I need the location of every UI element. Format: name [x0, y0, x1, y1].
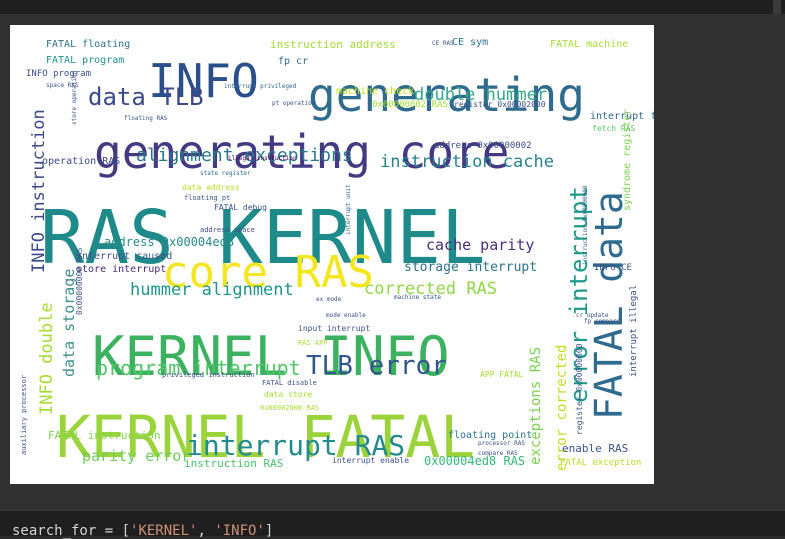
wordcloud-word: RAS APP — [298, 339, 328, 347]
wordcloud-word: 0x00000002 RAS — [372, 100, 448, 110]
wordcloud-word: cache parity — [426, 236, 534, 254]
wordcloud-word: KERNEL FATAL — [56, 403, 475, 471]
wordcloud-word: instruction 0x00000000 — [582, 185, 589, 265]
wordcloud-word: space RAS — [46, 82, 79, 89]
wordcloud-word: storage interrupt — [404, 260, 537, 275]
wordcloud-word: address space — [200, 226, 255, 234]
code-suffix: ] — [264, 523, 274, 539]
code-line[interactable]: search_for = ['KERNEL', 'INFO'] — [12, 523, 273, 539]
wordcloud-word: parity error — [82, 447, 190, 465]
wordcloud-word: generating core — [94, 125, 509, 179]
wordcloud-word: CE sym — [452, 37, 488, 48]
code-separator: , — [197, 523, 215, 539]
wordcloud-word: INFO instruction — [29, 109, 49, 273]
wordcloud-word: operation RAS — [42, 156, 120, 167]
wordcloud-word: interrupt unit — [345, 184, 352, 235]
scrollbar-thumb[interactable] — [773, 0, 781, 14]
wordcloud-word: pt operation — [272, 100, 316, 107]
wordcloud-word: data storage — [60, 269, 78, 377]
wordcloud-word: APP FATAL — [480, 370, 524, 379]
wordcloud-word: machine check — [336, 86, 414, 97]
wordcloud-word: address 0x00004ed8 — [104, 235, 234, 249]
wordcloud-word: interrupt RAS — [186, 429, 405, 462]
wordcloud-word: fetch RAS — [592, 124, 636, 133]
wordcloud-word: register 0x00002000 — [454, 100, 546, 109]
wordcloud-word: 0x00002000 RAS — [260, 404, 319, 412]
wordcloud-word: instruction cache — [380, 152, 554, 172]
code-cell[interactable]: search_for = ['KERNEL', 'INFO'] — [0, 510, 785, 539]
wordcloud-word: floating pt — [184, 194, 230, 202]
wordcloud-word: error corrected — [554, 345, 570, 471]
wordcloud-word: fp cr — [278, 56, 308, 67]
wordcloud-word: RAS KERNEL — [40, 195, 486, 281]
wordcloud-image: RAS KERNEL KERNEL INFO KERNEL FATAL generat… — [10, 25, 654, 484]
wordcloud-word: data store — [264, 390, 312, 399]
wordcloud-word: address 0x00000002 — [434, 141, 532, 151]
wordcloud-word: FATAL machine — [550, 39, 628, 50]
wordcloud-word: generating — [308, 68, 585, 122]
code-prefix: search_for = [ — [12, 523, 131, 539]
wordcloud-word: input interrupt — [298, 324, 370, 333]
wordcloud-word: exceptions RAS — [528, 347, 544, 465]
wordcloud-word: KERNEL INFO — [92, 325, 450, 388]
wordcloud-word: syndrome register — [622, 109, 633, 211]
wordcloud-word: register 0x00000000 — [575, 343, 584, 435]
wordcloud-word: TLB error — [306, 351, 447, 381]
wordcloud-word: ex mode — [316, 296, 342, 303]
wordcloud-word: INFO double — [37, 302, 57, 415]
wordcloud-word: interrupt privileged — [224, 83, 297, 90]
wordcloud-word: FATAL program — [46, 55, 124, 66]
wordcloud-word: state register — [200, 170, 251, 177]
wordcloud-word: floating point — [448, 430, 532, 441]
wordcloud-word: data address — [182, 183, 240, 192]
wordcloud-word: store interrupt — [76, 264, 166, 275]
wordcloud-word: compare RAS — [478, 450, 518, 457]
wordcloud-word: FATAL instruction — [48, 429, 161, 442]
wordcloud-word: 0x00000000 RAS — [75, 247, 84, 315]
wordcloud-word: alignment exceptions — [136, 145, 353, 166]
wordcloud-word: error interrupt — [565, 186, 593, 403]
wordcloud-word: hummer alignment — [130, 280, 294, 300]
wordcloud-word: interrupt caused — [76, 251, 172, 262]
wordcloud-word: core RAS — [162, 247, 374, 298]
wordcloud-word: cr update — [576, 312, 609, 319]
wordcloud-word: FATAL data — [587, 191, 631, 420]
wordcloud-word: fp compare — [584, 318, 621, 325]
wordcloud-svg: RAS KERNEL KERNEL INFO KERNEL FATAL generat… — [20, 37, 654, 471]
code-string-kernel: 'KERNEL' — [130, 523, 198, 539]
wordcloud-word: interrupt illegal — [629, 285, 639, 377]
wordcloud-word: FATAL debug — [214, 203, 267, 212]
wordcloud-word: FATAL exception — [560, 458, 641, 468]
wordcloud-word: auxiliary processor — [20, 375, 28, 455]
wordcloud-word: store operation — [71, 70, 78, 125]
wordcloud-word: 0x00004ed8 RAS — [424, 454, 525, 468]
wordcloud-word: FATAL floating — [46, 39, 130, 50]
wordcloud-word: machine state — [394, 294, 441, 301]
code-string-info: 'INFO' — [214, 523, 265, 539]
wordcloud-word: privileged instruction — [162, 371, 255, 379]
wordcloud-word: INFO CE — [594, 263, 632, 273]
wordcloud-word: interrupt fp — [590, 111, 654, 122]
wordcloud-word: instruction address — [270, 38, 396, 51]
wordcloud-word: double hummer — [414, 85, 547, 105]
wordcloud-word: instruction RAS — [184, 457, 283, 470]
wordcloud-word: processor RAS — [478, 440, 525, 447]
wordcloud-word: corrected RAS — [364, 279, 497, 299]
wordcloud-word: FATAL disable — [262, 379, 317, 387]
wordcloud-word: data TLB — [88, 83, 204, 111]
wordcloud-word: mode enable — [326, 312, 366, 319]
top-toolbar — [0, 0, 785, 14]
wordcloud-word: INFO program — [26, 69, 91, 79]
wordcloud-word: interrupt enable — [332, 456, 409, 465]
wordcloud-word: INFO — [148, 54, 259, 108]
wordcloud-word: enable RAS — [562, 442, 628, 455]
wordcloud-word: program interrupt — [96, 356, 301, 380]
wordcloud-word: CE RAS — [432, 40, 454, 47]
wordcloud-word: illegal instruction — [228, 155, 297, 162]
wordcloud-word: floating RAS — [124, 115, 168, 122]
